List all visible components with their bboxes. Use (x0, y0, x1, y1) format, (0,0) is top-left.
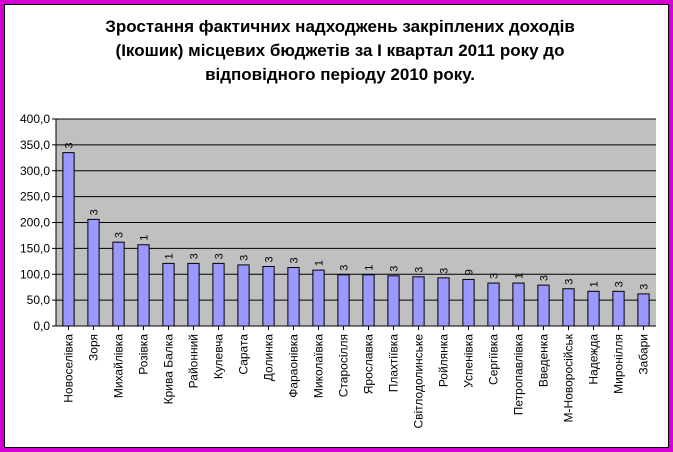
chart-title: Зростання фактичних надходжень закріплен… (85, 15, 595, 87)
data-label: 3 (264, 256, 276, 262)
x-tick-label: Старосілля (337, 334, 351, 397)
bar (162, 262, 175, 327)
title-line-3: відповідного періоду 2010 року. (205, 65, 475, 84)
x-tick-label: Новоселівка (62, 334, 76, 403)
data-label: 3 (289, 257, 301, 263)
y-tick-label: 200,0 (20, 216, 50, 230)
data-label: 3 (214, 253, 226, 259)
data-label: 9 (464, 269, 476, 275)
x-tick-label: Сергіївка (487, 334, 501, 385)
data-label: 3 (114, 232, 126, 238)
data-label: 3 (614, 281, 626, 287)
bar (262, 265, 275, 327)
title-line-2: (Ікошик) місцевих бюджетів за І квартал … (115, 41, 565, 60)
bar (512, 282, 525, 327)
bar (337, 274, 350, 327)
data-label: 1 (514, 273, 526, 279)
bar (562, 288, 575, 327)
data-label: 1 (139, 235, 151, 241)
x-tick-label: Ройлянка (437, 334, 451, 387)
x-tick-label: Долинка (262, 334, 276, 382)
bar (237, 264, 250, 327)
bar (387, 275, 400, 327)
y-tick-label: 250,0 (20, 190, 50, 204)
y-tick-label: 150,0 (20, 241, 50, 255)
bar (637, 293, 650, 327)
y-tick-label: 300,0 (20, 164, 50, 178)
x-tick-label: Надежда (587, 334, 601, 385)
bar (187, 262, 200, 327)
data-label: 3 (439, 268, 451, 274)
data-label: 1 (164, 253, 176, 259)
bar (287, 267, 300, 327)
data-label: 3 (89, 209, 101, 215)
bar (487, 282, 500, 327)
y-tick-label: 100,0 (20, 267, 50, 281)
x-tick-label: Районний (187, 334, 201, 388)
x-tick-label: Кулевча (212, 334, 226, 379)
x-tick-label: Зоря (87, 334, 101, 361)
x-tick-label: Михайлівка (112, 334, 126, 398)
y-tick-label: 50,0 (27, 293, 51, 307)
bar (212, 262, 225, 327)
x-tick-label: Світлодолинське (412, 334, 426, 429)
bar (437, 277, 450, 327)
data-label: 1 (589, 281, 601, 287)
x-tick-label: Сарата (237, 334, 251, 375)
y-tick-label: 350,0 (20, 138, 50, 152)
x-tick-label: Введенка (537, 334, 551, 387)
x-tick-label: Петропавлівка (512, 334, 526, 416)
x-tick-label: Плахтіївка (387, 334, 401, 393)
data-label: 3 (389, 266, 401, 272)
data-label: 3 (564, 279, 576, 285)
data-label: 1 (314, 260, 326, 266)
bar (112, 241, 125, 327)
data-label: 3 (64, 143, 76, 149)
data-label: 3 (189, 253, 201, 259)
x-tick-label: Фараонівка (287, 334, 301, 398)
x-tick-label: Забари (637, 334, 651, 375)
x-tick-label: Ярославка (362, 334, 376, 395)
title-line-1: Зростання фактичних надходжень закріплен… (105, 17, 575, 36)
bar (362, 274, 375, 327)
y-tick-label: 400,0 (20, 112, 50, 126)
data-label: 1 (364, 265, 376, 271)
bar (62, 152, 75, 327)
x-tick-label: Успенівка (462, 334, 476, 388)
bar (412, 276, 425, 327)
bar (462, 278, 475, 327)
bar (312, 269, 325, 327)
data-label: 3 (414, 267, 426, 273)
x-tick-label: Крива Балка (162, 334, 176, 405)
data-label: 3 (639, 284, 651, 290)
y-tick-label: 0,0 (33, 319, 50, 333)
bar (612, 290, 625, 327)
bar (137, 244, 150, 327)
x-tick-label: Миронілля (612, 334, 626, 394)
data-label: 3 (489, 273, 501, 279)
bar (537, 284, 550, 327)
data-label: 3 (339, 265, 351, 271)
x-tick-label: Миколаївка (312, 334, 326, 398)
bar (587, 290, 600, 327)
bar (87, 218, 100, 327)
x-tick-label: М-Новоросійськ (562, 333, 576, 422)
data-label: 3 (539, 275, 551, 281)
data-label: 3 (239, 255, 251, 261)
x-tick-label: Розівка (137, 334, 151, 375)
